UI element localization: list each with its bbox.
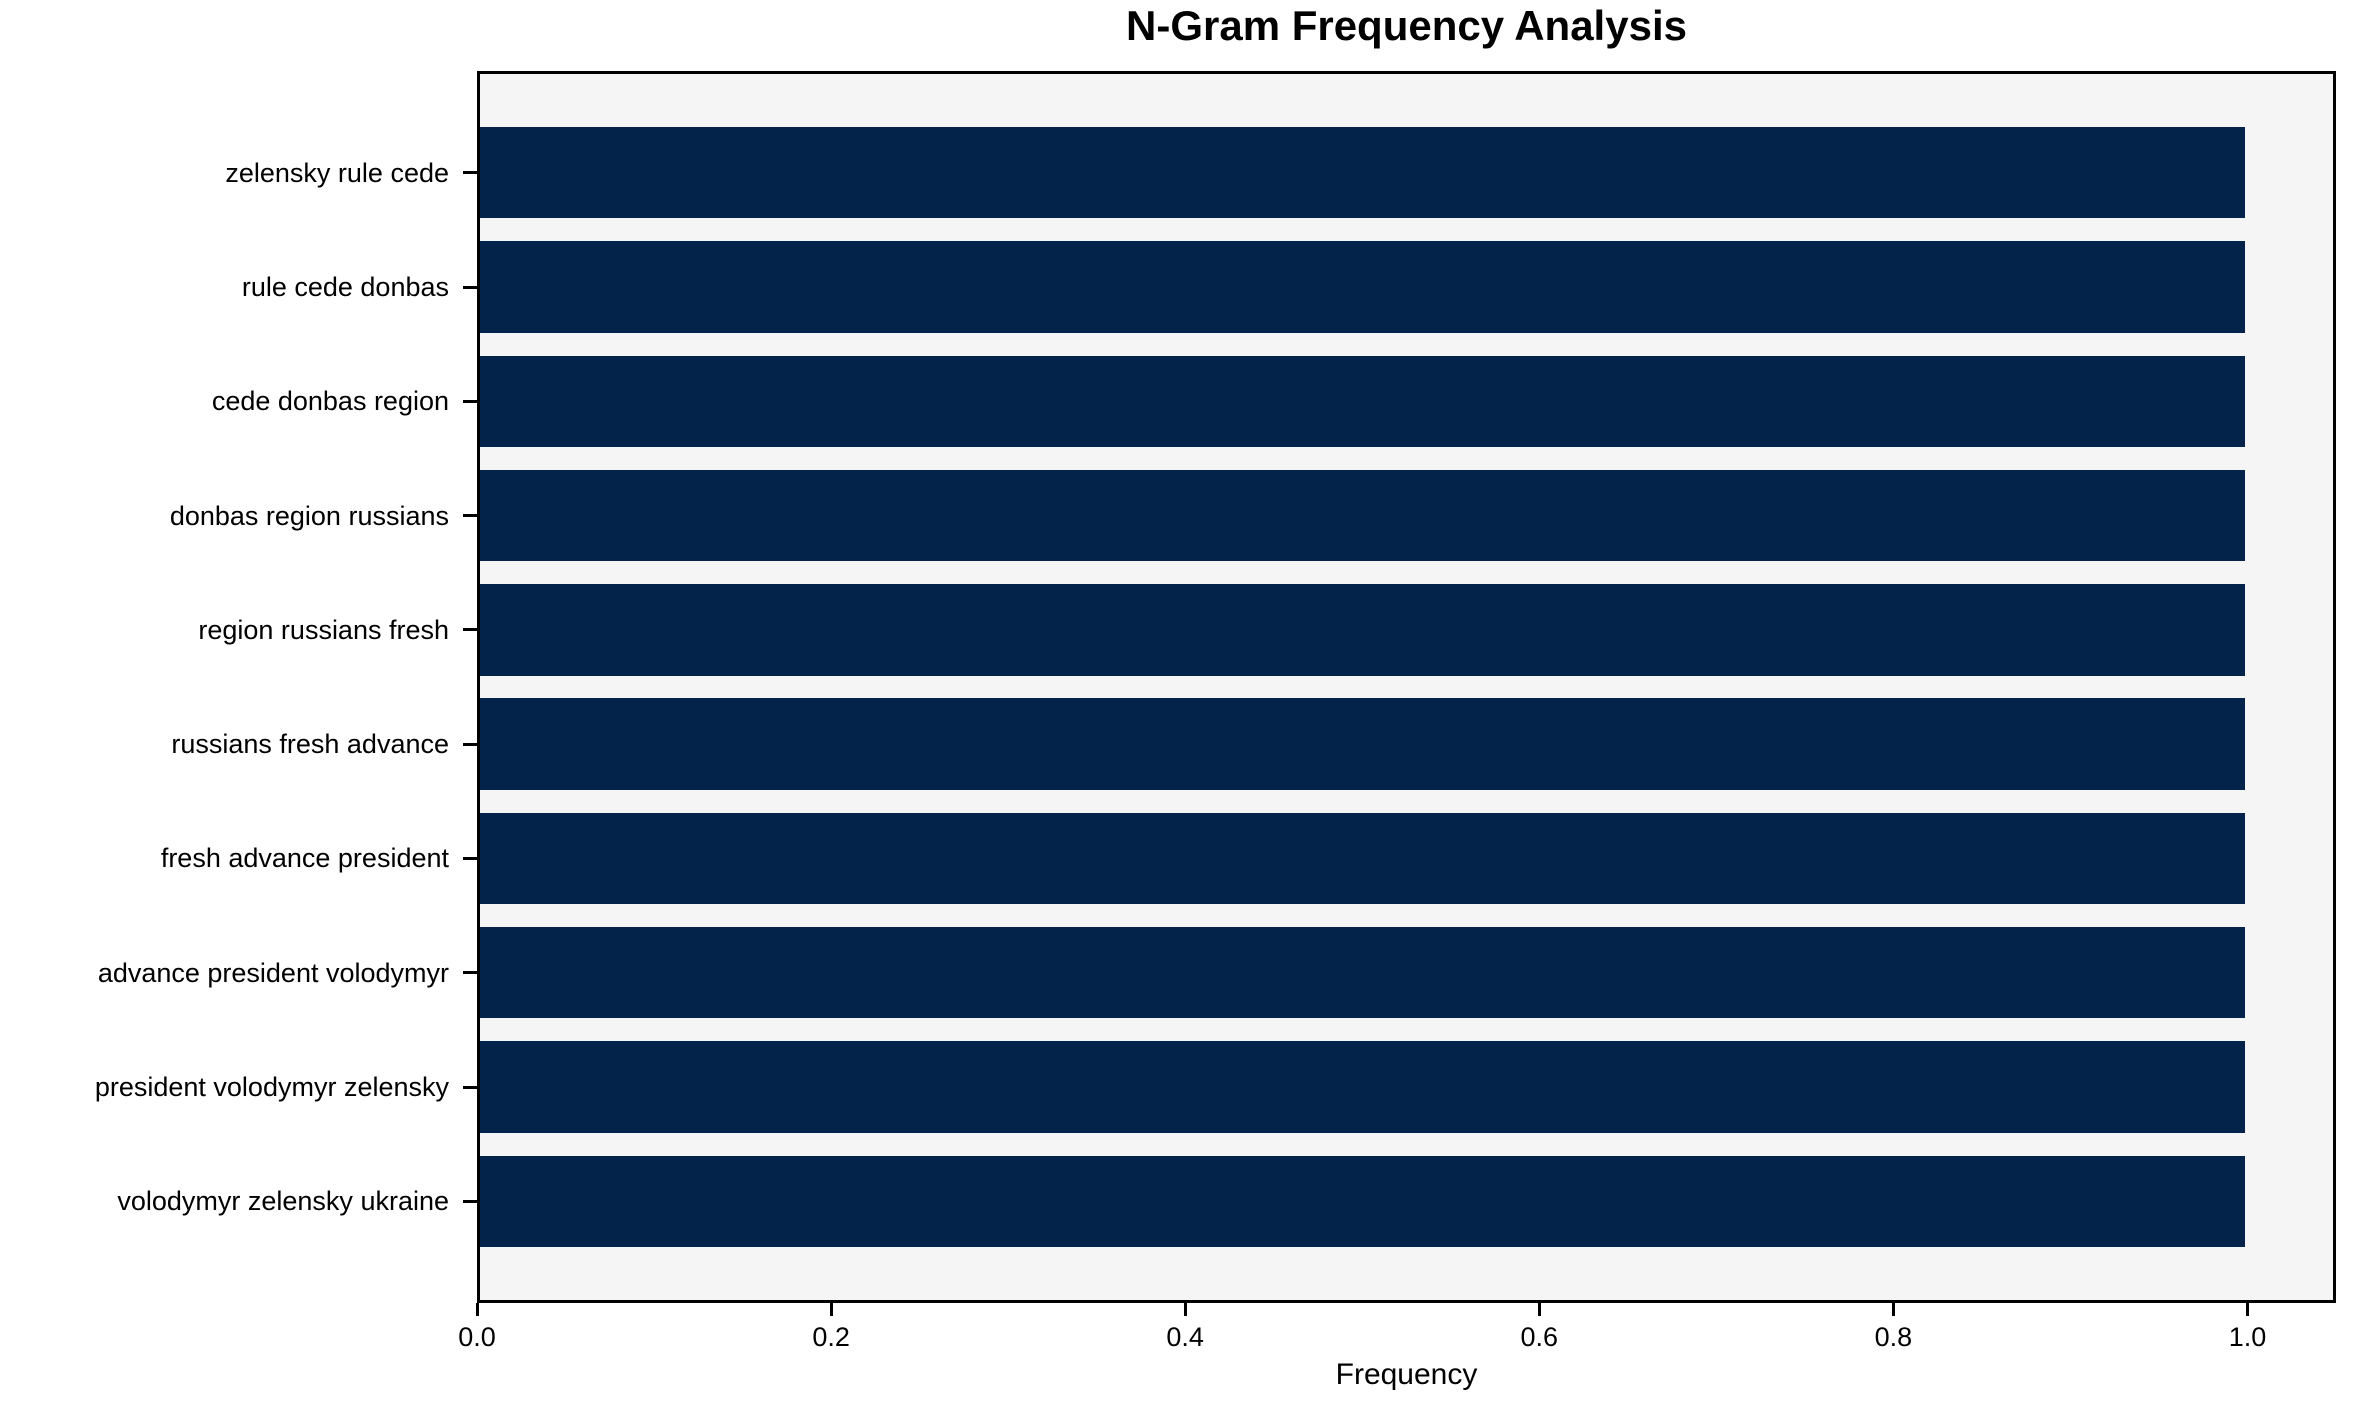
y-tick-mark: [463, 399, 477, 403]
bar: [480, 812, 2245, 905]
x-axis-tick-label: 0.4: [1166, 1322, 1204, 1352]
x-tick-mark: [1891, 1303, 1895, 1316]
y-tick-mark: [463, 742, 477, 746]
y-tick-mark: [463, 1199, 477, 1203]
y-axis-tick-label: rule cede donbas: [241, 272, 449, 302]
bar: [480, 1155, 2245, 1247]
y-tick-mark: [463, 1085, 477, 1089]
bar: [480, 584, 2245, 676]
x-axis-label: Frequency: [1335, 1358, 1478, 1391]
x-axis-tick-label: 0.2: [812, 1322, 850, 1352]
y-tick-mark: [463, 628, 477, 632]
x-tick-mark: [1183, 1303, 1187, 1316]
bar: [480, 127, 2245, 219]
y-axis-tick-label: cede donbas region: [211, 386, 449, 417]
y-tick-mark: [463, 514, 477, 518]
bar: [480, 698, 2245, 790]
x-axis-tick-label: 1.0: [2228, 1322, 2267, 1352]
x-tick-mark: [2245, 1303, 2249, 1316]
x-tick-mark: [1537, 1303, 1541, 1316]
y-axis-tick-label: president volodymyr zelensky: [94, 1072, 449, 1102]
y-tick-mark: [463, 971, 477, 975]
y-axis-tick-label: donbas region russians: [169, 500, 449, 531]
bar: [480, 1041, 2245, 1133]
y-tick-mark: [463, 285, 477, 289]
x-tick-mark: [829, 1303, 833, 1316]
x-axis-tick-label: 0.8: [1874, 1322, 1913, 1352]
y-axis-tick-label: volodymyr zelensky ukraine: [117, 1186, 449, 1217]
bar: [480, 927, 2245, 1019]
y-axis-tick-label: russians fresh advance: [171, 729, 449, 760]
y-axis-tick-label: zelensky rule cede: [225, 157, 449, 188]
bar: [480, 241, 2245, 333]
y-tick-mark: [463, 856, 477, 860]
x-axis-tick-label: 0.6: [1520, 1322, 1559, 1352]
bar: [480, 469, 2245, 562]
y-axis-tick-label: fresh advance president: [160, 843, 449, 874]
y-axis-tick-label: region russians fresh: [198, 614, 449, 645]
y-axis-tick-label: advance president volodymyr: [97, 957, 449, 988]
chart-title: N-Gram Frequency Analysis: [1126, 2, 1687, 49]
y-tick-mark: [463, 171, 477, 175]
plot-area: [477, 71, 2336, 1303]
bar: [480, 355, 2245, 447]
x-axis-tick-label: 0.0: [458, 1322, 496, 1352]
x-tick-mark: [475, 1303, 479, 1316]
